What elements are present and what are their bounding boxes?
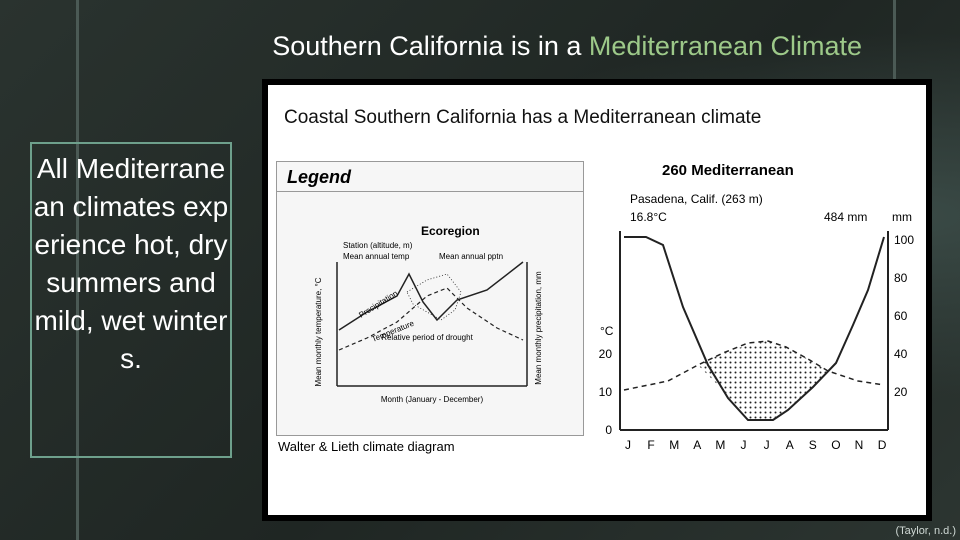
- left-tick-group: 0 10 20: [599, 347, 613, 437]
- legend-mean-temp: Mean annual temp: [343, 252, 410, 261]
- month-label: J: [741, 438, 747, 452]
- legend-drought-label: Relative period of drought: [381, 333, 473, 342]
- legend-x-label: Month (January - December): [381, 395, 484, 404]
- title-plain: Southern California is in a: [272, 31, 589, 61]
- left-tick-label: 10: [599, 385, 613, 399]
- left-tick-label: 0: [605, 423, 612, 437]
- attribution: (Taylor, n.d.): [895, 525, 956, 537]
- climate-figure: Coastal Southern California has a Medite…: [262, 79, 932, 521]
- legend-station: Station (altitude, m): [343, 241, 413, 250]
- legend-y-right-label: Mean monthly precipitation, mm: [534, 271, 543, 385]
- month-label: F: [647, 438, 654, 452]
- diagram-precip-line: [624, 236, 885, 421]
- right-tick-label: 100: [894, 233, 914, 247]
- diagram-station: Pasadena, Calif. (263 m): [630, 192, 763, 206]
- month-label: O: [831, 438, 840, 452]
- decor-line-right: [893, 0, 896, 80]
- title-accent: Mediterranean Climate: [588, 31, 862, 61]
- right-tick-group: 20 40 60 80 100: [894, 233, 914, 399]
- legend-panel: Legend Ecoregion Station (altitude, m) M…: [276, 161, 584, 436]
- diagram-region-title: 260 Mediterranean: [662, 162, 794, 179]
- left-tick-label: 20: [599, 347, 613, 361]
- legend-temp-line: [338, 287, 524, 351]
- diagram-mean-temp: 16.8°C: [630, 210, 667, 224]
- month-label: D: [878, 438, 887, 452]
- diagram-drought-area: [698, 341, 828, 420]
- diagram-temp-line: [623, 340, 885, 391]
- legend-y-left-label: Mean monthly temperature, °C: [314, 277, 323, 386]
- month-label: S: [809, 438, 817, 452]
- figure-heading: Coastal Southern California has a Medite…: [284, 107, 762, 128]
- right-tick-label: 20: [894, 385, 908, 399]
- slide-title: Southern California is in a Mediterranea…: [250, 28, 862, 88]
- month-label: J: [764, 438, 770, 452]
- month-label: M: [715, 438, 725, 452]
- legend-precip-line: [338, 261, 524, 331]
- month-label: A: [693, 438, 701, 452]
- diagram-precip-total: 484 mm: [824, 210, 867, 224]
- diagram-right-unit: mm: [892, 210, 912, 224]
- month-label: M: [669, 438, 679, 452]
- month-label: J: [625, 438, 631, 452]
- right-tick-label: 40: [894, 347, 908, 361]
- legend-mean-pptn: Mean annual pptn: [439, 252, 503, 261]
- right-tick-label: 60: [894, 309, 908, 323]
- summary-textbox: All Mediterranean climates experience ho…: [30, 142, 232, 458]
- legend-title: Legend: [277, 162, 583, 192]
- month-label: A: [786, 438, 794, 452]
- figure-panel: Coastal Southern California has a Medite…: [268, 85, 926, 515]
- legend-drought-area: [406, 273, 462, 321]
- decor-line-left: [76, 0, 79, 540]
- right-tick-label: 80: [894, 271, 908, 285]
- legend-diagram: Ecoregion Station (altitude, m) Mean ann…: [314, 224, 543, 404]
- legend-ecoregion: Ecoregion: [421, 224, 480, 238]
- walter-lieth-diagram: 260 Mediterranean Pasadena, Calif. (263 …: [278, 162, 914, 454]
- diagram-left-unit: °C: [600, 324, 614, 338]
- figure-footer: Walter & Lieth climate diagram: [278, 439, 455, 454]
- month-label: N: [855, 438, 864, 452]
